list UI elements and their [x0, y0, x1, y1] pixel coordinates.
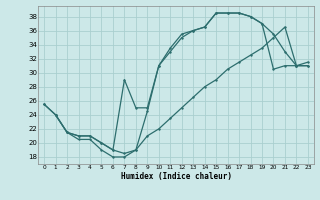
- X-axis label: Humidex (Indice chaleur): Humidex (Indice chaleur): [121, 172, 231, 181]
